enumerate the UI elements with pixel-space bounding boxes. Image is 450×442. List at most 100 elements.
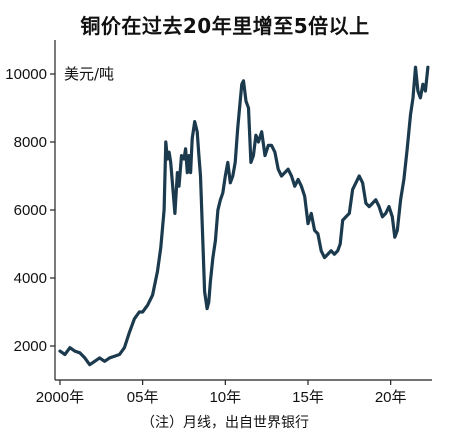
source-note: （注）月线，出自世界银行 (141, 415, 309, 431)
y-tick-label: 8000 (14, 134, 47, 151)
data-point (204, 291, 205, 292)
data-point (337, 250, 338, 251)
data-point (237, 128, 238, 129)
data-point (217, 209, 218, 210)
data-point (109, 357, 110, 358)
data-point (422, 84, 423, 85)
data-point (79, 352, 80, 353)
data-point (164, 209, 165, 210)
data-point (69, 347, 70, 348)
data-point (129, 332, 130, 333)
data-point (281, 175, 282, 176)
data-point (268, 145, 269, 146)
data-point (427, 67, 428, 68)
data-point (147, 305, 148, 306)
data-point (250, 162, 251, 163)
data-point (194, 121, 195, 122)
data-point (142, 311, 143, 312)
data-point (379, 206, 380, 207)
chart-axes: 2000 4000 6000 8000 10000 2000年 05年 10年 15年 20年 (5, 40, 432, 406)
data-point (241, 84, 242, 85)
data-point (317, 233, 318, 234)
data-point (84, 357, 85, 358)
y-tick-label: 6000 (14, 202, 47, 219)
data-point (167, 158, 168, 159)
data-point (183, 158, 184, 159)
data-point (342, 220, 343, 221)
data-point (202, 223, 203, 224)
data-point (134, 318, 135, 319)
data-point (410, 114, 411, 115)
data-point (174, 213, 175, 214)
data-point (190, 172, 191, 173)
data-point (392, 216, 393, 217)
data-point (212, 257, 213, 258)
y-tick-label: 10000 (5, 66, 47, 83)
y-tick-label: 2000 (14, 338, 47, 355)
data-point (314, 230, 315, 231)
data-point (124, 347, 125, 348)
data-point (362, 182, 363, 183)
data-point (327, 254, 328, 255)
data-point (181, 155, 182, 156)
data-point (215, 240, 216, 241)
data-point (230, 182, 231, 183)
chart-title: 铜价在过去20年里增至5倍以上 (80, 14, 370, 38)
data-point (198, 155, 199, 156)
data-point (349, 213, 350, 214)
data-point (240, 101, 241, 102)
data-point (160, 247, 161, 248)
data-point (407, 148, 408, 149)
data-point (170, 162, 171, 163)
data-point (382, 216, 383, 217)
data-point (187, 172, 188, 173)
data-point (369, 206, 370, 207)
data-point (372, 203, 373, 204)
data-point (74, 351, 75, 352)
x-tick-label: 2000年 (36, 389, 84, 406)
plot-area (58, 65, 430, 367)
data-point (400, 199, 401, 200)
data-point (271, 145, 272, 146)
data-point (200, 175, 201, 176)
data-point (169, 152, 170, 153)
x-tick-label: 20年 (375, 389, 407, 406)
data-point (185, 148, 186, 149)
data-point (248, 107, 249, 108)
data-point (197, 131, 198, 132)
data-point (397, 230, 398, 231)
data-point (192, 138, 193, 139)
data-point (388, 206, 389, 207)
data-point (403, 179, 404, 180)
data-point (188, 155, 189, 156)
data-point (412, 97, 413, 98)
y-tick-label: 4000 (14, 270, 47, 287)
data-point (321, 250, 322, 251)
data-point (220, 199, 221, 200)
data-point (114, 356, 115, 357)
data-point (294, 186, 295, 187)
data-point (64, 354, 65, 355)
data-point (334, 254, 335, 255)
data-point (425, 90, 426, 91)
data-point (243, 80, 244, 81)
x-tick-label: 05年 (127, 389, 159, 406)
data-point (417, 90, 418, 91)
x-tick-label: 15年 (292, 389, 324, 406)
data-point (331, 250, 332, 251)
data-point (284, 172, 285, 173)
data-point (304, 196, 305, 197)
data-point (177, 172, 178, 173)
data-point (157, 271, 158, 272)
data-point (415, 67, 416, 68)
data-point (89, 364, 90, 365)
data-point (261, 131, 262, 132)
data-point (235, 162, 236, 163)
data-point (340, 243, 341, 244)
data-point (222, 192, 223, 193)
data-point (359, 175, 360, 176)
data-point (245, 101, 246, 102)
data-point (291, 175, 292, 176)
data-point (345, 216, 346, 217)
